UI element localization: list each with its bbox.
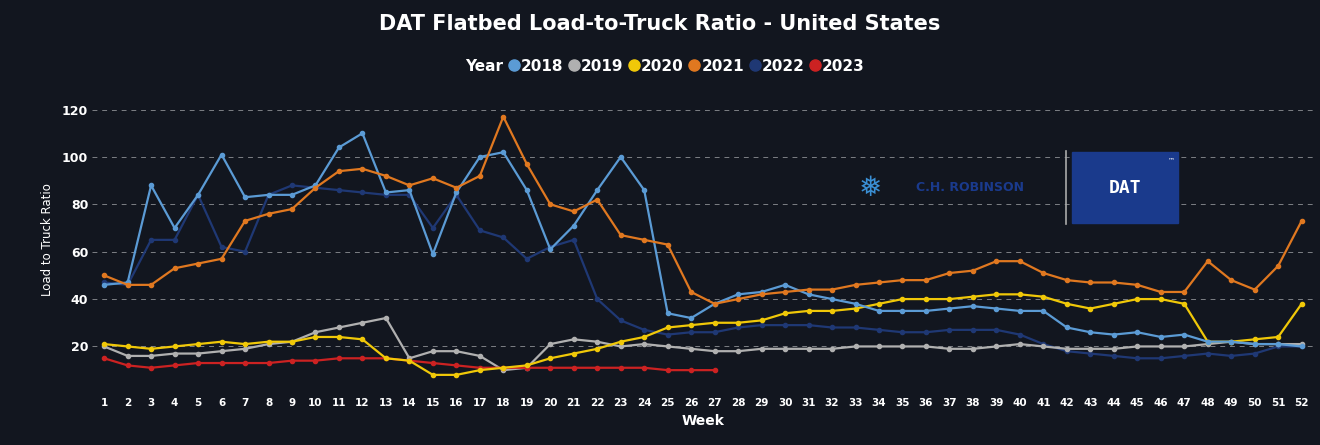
- X-axis label: Week: Week: [681, 413, 725, 428]
- Text: DAT: DAT: [1109, 178, 1142, 197]
- Text: DAT Flatbed Load-to-Truck Ratio - United States: DAT Flatbed Load-to-Truck Ratio - United…: [379, 14, 941, 34]
- Bar: [1072, 152, 1179, 223]
- Legend: Year, 2018, 2019, 2020, 2021, 2022, 2023: Year, 2018, 2019, 2020, 2021, 2022, 2023: [455, 59, 865, 74]
- Text: C.H. ROBINSON: C.H. ROBINSON: [916, 181, 1024, 194]
- Text: ❅: ❅: [859, 174, 882, 202]
- Y-axis label: Load to Truck Ratio: Load to Truck Ratio: [41, 183, 54, 296]
- Text: ™: ™: [1168, 157, 1175, 163]
